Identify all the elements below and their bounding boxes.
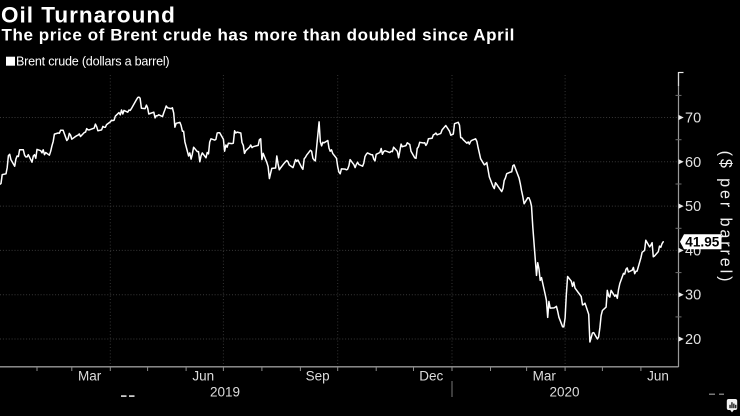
svg-text:Dec: Dec <box>419 369 443 384</box>
svg-text:Jun: Jun <box>647 369 669 384</box>
svg-text:50: 50 <box>685 199 701 215</box>
svg-text:Oil Turnaround: Oil Turnaround <box>1 3 176 28</box>
svg-text:20: 20 <box>685 332 701 348</box>
svg-text:Brent crude (dollars a barrel): Brent crude (dollars a barrel) <box>16 55 169 69</box>
svg-text:70: 70 <box>685 111 701 127</box>
svg-text:Mar: Mar <box>78 369 102 384</box>
svg-text:2019: 2019 <box>210 385 240 400</box>
svg-text:30: 30 <box>685 288 701 304</box>
svg-text:Mar: Mar <box>533 369 557 384</box>
svg-text:($ per barrel): ($ per barrel) <box>717 151 735 285</box>
svg-text:41.95: 41.95 <box>685 235 719 250</box>
svg-text:Sep: Sep <box>306 369 330 384</box>
svg-text:Jun: Jun <box>192 369 214 384</box>
svg-text:The price of Brent crude has m: The price of Brent crude has more than d… <box>2 26 515 45</box>
svg-text:2020: 2020 <box>549 385 579 400</box>
svg-text:60: 60 <box>685 155 701 171</box>
